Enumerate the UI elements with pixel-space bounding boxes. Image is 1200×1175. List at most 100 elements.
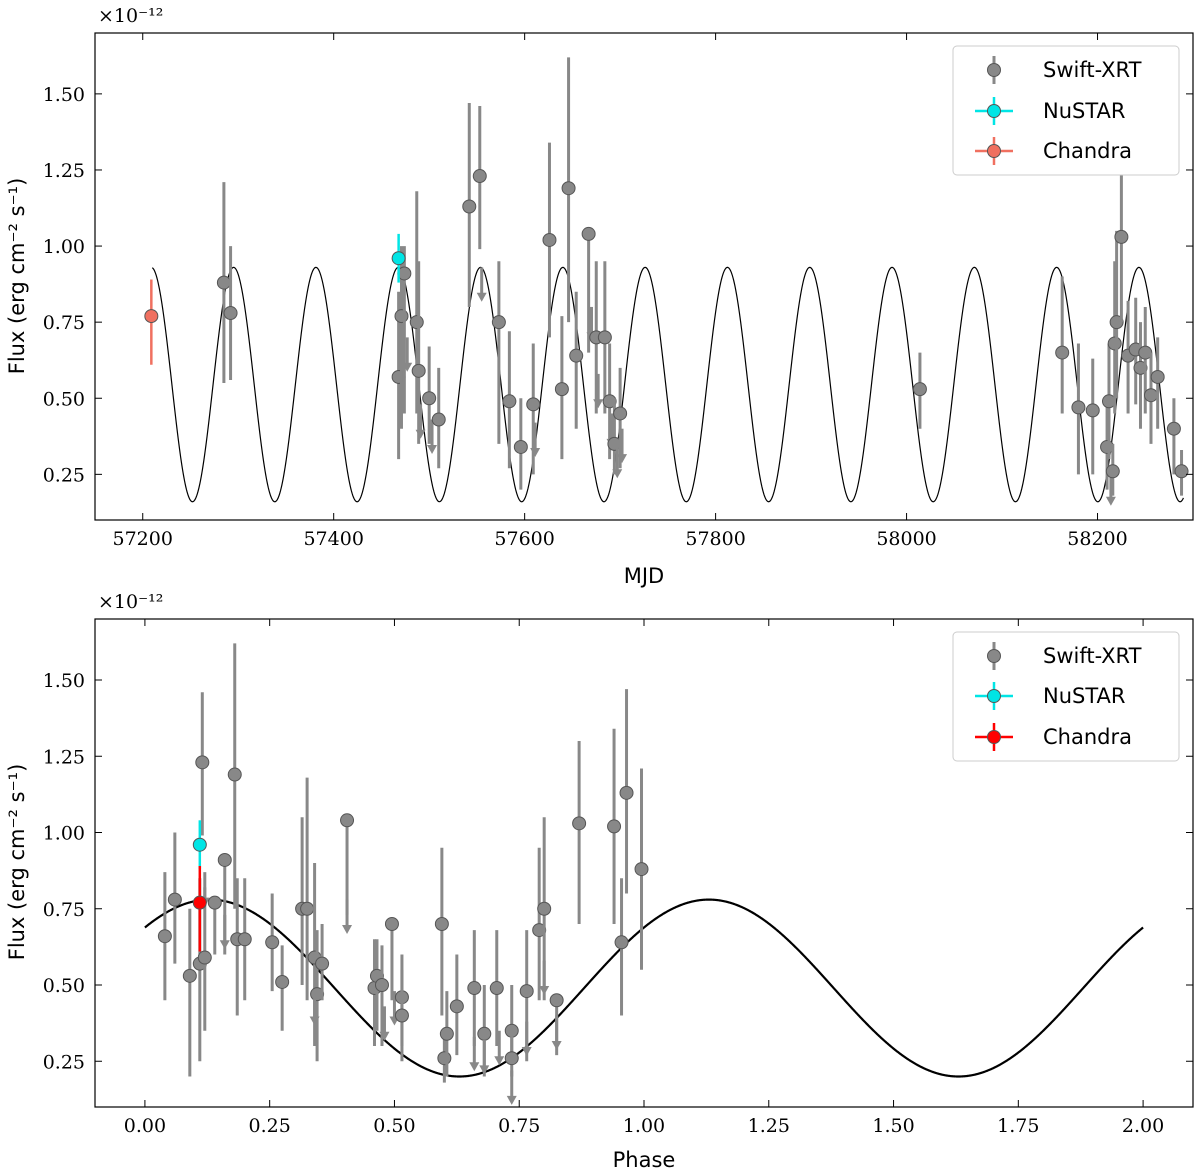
bottom-swiftxrt-point-48 (539, 960, 550, 996)
bottom-swiftxrt-point-14-marker (275, 974, 290, 989)
bottom-model-curve (144, 898, 1144, 1078)
bottom-xtick-label-5: 1.25 (748, 1115, 790, 1137)
top-swiftxrt-point-20 (542, 142, 557, 338)
bottom-swiftxrt-point-5 (197, 887, 212, 1031)
bottom-swiftxrt-point-36-ul-arrow (469, 1062, 480, 1072)
top-swiftxrt-point-13 (472, 106, 487, 250)
top-swiftxrt-point-44-marker (1109, 315, 1124, 330)
top-swiftxrt-point-7 (411, 261, 426, 444)
bottom-swiftxrt-point-11 (230, 878, 245, 1016)
bottom-swiftxrt-point-9-ul-arrow (219, 940, 230, 950)
bottom-swiftxrt-point-45-ul-arrow (521, 1047, 532, 1057)
top-axis-ticks: 57200 57400 57600 57800 58000 58200 0.25 0.50 0.… (43, 33, 1193, 550)
bottom-swiftxrt-point-49-marker (549, 993, 564, 1008)
bottom-swiftxrt-point-13 (265, 893, 280, 992)
top-swiftxrt-point-34 (617, 428, 628, 464)
top-swiftxrt-point-41-ul-arrow (1105, 496, 1116, 506)
top-swiftxrt-point-22 (561, 57, 576, 323)
bottom-axis-ticks: 0.00 0.25 0.50 0.75 1.00 1.25 1.50 1.75 2.00 0.25… (43, 619, 1193, 1137)
top-swiftxrt-point-36-marker (1055, 345, 1070, 360)
bottom-xtick-label-3: 0.75 (498, 1115, 540, 1137)
top-swiftxrt-point-18-marker (526, 397, 541, 412)
top-ytick-label-3: 1.00 (43, 236, 85, 258)
top-swiftxrt-point-32 (612, 443, 623, 479)
top-swiftxrt-point-9 (422, 346, 437, 444)
top-swiftxrt-point-24-marker (581, 226, 596, 241)
bottom-swiftxrt-point-10 (227, 643, 242, 909)
bottom-swiftxrt-point-5-marker (197, 950, 212, 965)
bottom-phase-panel: ×10⁻¹² Phase Flux (erg cm⁻² s⁻¹) 0.00 0.2… (5, 591, 1194, 1172)
bottom-xtick-label-0: 0.00 (124, 1115, 166, 1137)
bottom-swiftxrt-point-43-ul-arrow (506, 1095, 517, 1105)
top-swiftxrt-point-1 (223, 246, 238, 380)
top-ytick-label-2: 0.75 (43, 312, 85, 334)
top-swiftxrt-point-45 (1114, 154, 1129, 323)
top-swiftxrt-point-12 (462, 103, 477, 307)
top-swiftxrt-point-19 (530, 422, 541, 457)
bottom-swiftxrt-point-1 (167, 832, 182, 964)
bottom-swiftxrt-point-35-marker (467, 981, 482, 996)
bottom-xtick-label-4: 1.00 (623, 1115, 665, 1137)
bottom-swiftxrt-point-14 (275, 945, 290, 1031)
bottom-swiftxrt-point-7-marker (207, 895, 222, 910)
top-swiftxrt-point-9-marker (422, 391, 437, 406)
bottom-swiftxrt-point-23 (367, 939, 382, 1046)
top-swiftxrt-point-8 (415, 404, 426, 439)
top-swiftxrt-point-50 (1143, 352, 1158, 444)
top-swiftxrt-point-37 (1071, 343, 1086, 475)
bottom-swiftxrt-point-47-marker (537, 901, 552, 916)
bottom-swiftxrt-point-36 (469, 1036, 480, 1072)
top-swiftxrt-point-28-marker (597, 330, 612, 345)
top-swiftxrt-point-51 (1150, 337, 1165, 429)
bottom-legend-nustar-marker (987, 689, 1001, 703)
top-swiftxrt-point-34-ul-arrow (617, 454, 628, 464)
bottom-y-axis-label: Flux (erg cm⁻² s⁻¹) (5, 764, 29, 961)
top-xtick-label-3: 57800 (685, 528, 745, 550)
bottom-swiftxrt-point-13-marker (265, 935, 280, 950)
top-swiftxrt-point-15 (491, 261, 506, 444)
bottom-swiftxrt-point-51-marker (572, 816, 587, 831)
top-swiftxrt-point-35-marker (912, 382, 927, 397)
bottom-ytick-label-5: 1.50 (43, 670, 85, 692)
top-swiftxrt-point-52-marker (1166, 421, 1181, 436)
bottom-ytick-label-0: 0.25 (43, 1051, 85, 1073)
bottom-xtick-label-1: 0.25 (249, 1115, 291, 1137)
bottom-swiftxrt-point-7 (207, 895, 222, 955)
top-y-offset-label: ×10⁻¹² (98, 5, 163, 27)
bottom-swiftxrt-point-34 (449, 954, 464, 1056)
top-swiftxrt-point-52 (1166, 398, 1181, 475)
bottom-swiftxrt-point-33-marker (439, 1026, 454, 1041)
top-swiftxrt-point-8-ul-arrow (415, 429, 426, 439)
bottom-legend-box (952, 631, 1180, 762)
bottom-swiftxrt-point-46-marker (532, 923, 547, 938)
bottom-xtick-label-6: 1.50 (872, 1115, 914, 1137)
bottom-swiftxrt-point-19 (309, 991, 320, 1026)
bottom-swiftxrt-point-31-marker (434, 917, 449, 931)
bottom-plot-marks (144, 643, 1144, 1105)
top-legend-entry-chandra: Chandra (975, 137, 1132, 165)
bottom-swiftxrt-point-33 (439, 991, 454, 1077)
top-swiftxrt-point-53 (1174, 449, 1189, 496)
top-swiftxrt-point-40 (1101, 343, 1116, 460)
bottom-swiftxrt-point-0-marker (157, 929, 172, 944)
bottom-swiftxrt-point-37-marker (477, 1026, 492, 1041)
top-plot-frame (94, 32, 1194, 521)
top-legend-swift-marker (987, 63, 1001, 77)
bottom-swiftxrt-point-4-marker (195, 755, 210, 770)
bottom-swiftxrt-point-20-marker (315, 956, 330, 971)
top-swiftxrt-point-36 (1055, 276, 1070, 414)
bottom-swiftxrt-point-50-ul-arrow (551, 1040, 562, 1050)
top-swiftxrt-point-43-marker (1107, 336, 1122, 351)
top-swiftxrt-point-10-ul-arrow (427, 444, 438, 454)
top-swiftxrt-point-17-marker (513, 439, 528, 454)
top-swiftxrt-point-6 (409, 191, 424, 414)
bottom-swiftxrt-point-12 (237, 878, 252, 1001)
bottom-swiftxrt-point-26-ul-arrow (379, 1031, 390, 1041)
bottom-swiftxrt-point-22-ul-arrow (342, 925, 353, 935)
top-legend-nustar-label: NuSTAR (1043, 99, 1126, 123)
bottom-swiftxrt-point-12-marker (237, 932, 252, 947)
top-swiftxrt-point-10 (427, 419, 438, 454)
bottom-swiftxrt-point-54 (619, 689, 634, 894)
bottom-swiftxrt-point-30 (394, 969, 409, 1062)
top-swiftxrt-point-5-ul-arrow (402, 362, 413, 372)
